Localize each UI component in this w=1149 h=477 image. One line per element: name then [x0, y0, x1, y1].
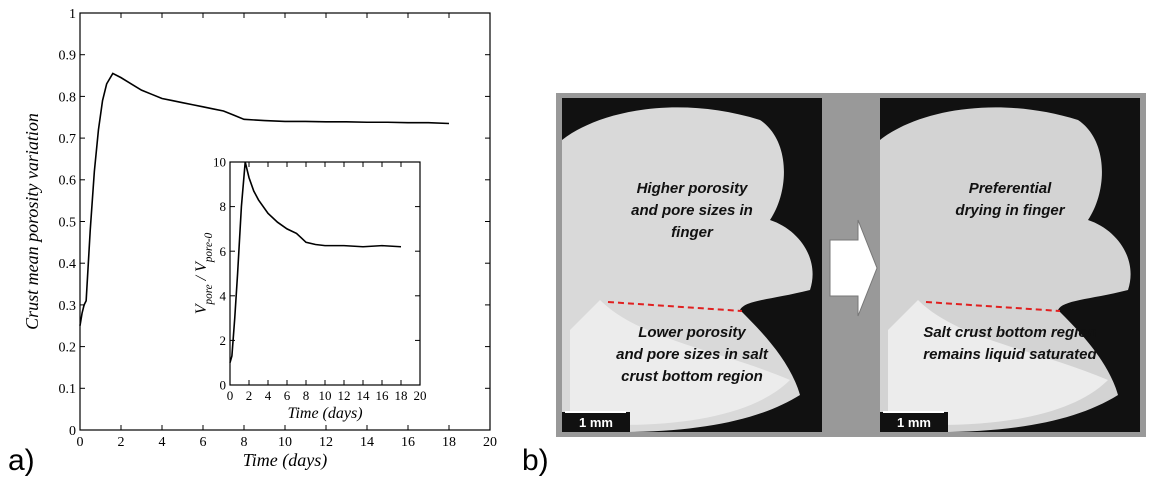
arrow	[829, 219, 878, 317]
x-tick-label: 18	[395, 388, 408, 403]
scale-label: 1 mm	[579, 415, 613, 430]
photo-annotation: and pore sizes in salt	[616, 346, 769, 363]
y-axis-label-part: / V	[193, 260, 210, 284]
x-tick-label: 4	[159, 435, 166, 450]
photo-annotation: remains liquid saturated	[923, 346, 1097, 363]
x-tick-label: 0	[77, 435, 84, 450]
data-line	[79, 72, 450, 326]
y-tick-label: 4	[220, 288, 227, 303]
y-axis-label-part: pore	[203, 284, 215, 305]
x-tick-label: 10	[278, 435, 292, 450]
y-tick-label: 0.9	[59, 49, 77, 64]
x-tick-label: 2	[118, 435, 125, 450]
x-tick-label: 0	[227, 388, 234, 403]
y-tick-label: 1	[69, 7, 76, 22]
x-tick-label: 2	[246, 388, 253, 403]
x-tick-label: 8	[303, 388, 310, 403]
y-tick-label: 2	[220, 333, 227, 348]
scale-box	[562, 412, 630, 432]
y-tick-label: 0.5	[59, 215, 77, 230]
photo-annotation: and pore sizes in	[631, 202, 753, 219]
y-axis-label: Crust mean porosity variation	[22, 113, 42, 330]
x-tick-label: 4	[265, 388, 272, 403]
y-tick-label: 8	[220, 199, 227, 214]
y-tick-label: 0.6	[59, 174, 77, 189]
photo-annotation: drying in finger	[955, 202, 1065, 219]
y-tick-label: 0.7	[59, 132, 77, 147]
panel-label: a)	[8, 444, 35, 477]
x-tick-label: 20	[483, 435, 497, 450]
salt-crust	[562, 107, 1131, 432]
x-axis-label: Time (days)	[243, 450, 328, 471]
x-tick-label: 12	[319, 435, 333, 450]
panel-b: 1 mm 1 mm	[556, 93, 1146, 437]
x-tick-label: 16	[376, 388, 390, 403]
y-tick-label: 10	[213, 155, 226, 170]
y-tick-label: 0.8	[59, 90, 77, 105]
x-tick-label: 14	[357, 388, 371, 403]
y-tick-label: 0.2	[59, 341, 77, 356]
scale-label: 1 mm	[897, 415, 931, 430]
y-axis-label-part: V	[193, 302, 210, 314]
photo-annotation: Salt crust bottom region	[923, 324, 1096, 341]
x-tick-label: 20	[414, 388, 427, 403]
y-tick-label: 0.3	[59, 299, 77, 314]
boundary-line	[925, 301, 1061, 312]
x-tick-label: 16	[401, 435, 415, 450]
photo-annotation: Lower porosity	[638, 324, 746, 341]
data-line	[229, 161, 402, 363]
photo-annotation: finger	[671, 224, 714, 241]
x-axis-label: Time (days)	[287, 405, 362, 422]
y-tick-label: 0	[220, 378, 227, 393]
y-tick-label: 0	[69, 424, 76, 439]
x-tick-label: 14	[360, 435, 374, 450]
x-tick-label: 10	[319, 388, 332, 403]
scale-box	[880, 412, 948, 432]
photo-annotation: crust bottom region	[621, 368, 763, 385]
y-tick-label: 0.1	[59, 382, 77, 397]
x-tick-label: 8	[241, 435, 248, 450]
x-tick-label: 12	[338, 388, 351, 403]
x-tick-label: 18	[442, 435, 456, 450]
panel-label: b)	[522, 444, 549, 477]
boundary-line	[607, 301, 743, 312]
photo-annotation: Higher porosity	[637, 180, 749, 197]
y-axis-label: Vpore / Vpore-0	[193, 232, 215, 314]
x-tick-label: 6	[200, 435, 207, 450]
y-tick-label: 6	[220, 244, 227, 259]
photo-annotation: Preferential	[969, 180, 1052, 197]
y-axis-label-part: pore-0	[203, 232, 215, 263]
y-tick-label: 0.4	[59, 257, 77, 272]
plot-frame	[229, 161, 421, 386]
x-tick-label: 6	[284, 388, 291, 403]
